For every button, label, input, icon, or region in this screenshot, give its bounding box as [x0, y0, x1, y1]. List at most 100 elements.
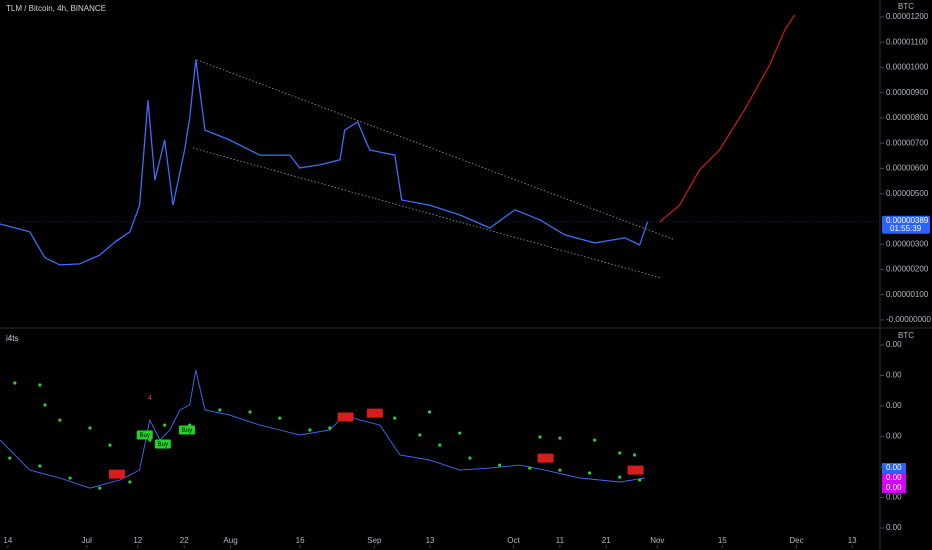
x-tick-label: Sep — [367, 536, 382, 545]
chart-title: TLM / Bitcoin, 4h, BINANCE — [6, 4, 106, 13]
last-price-label: 0.00000389 — [886, 216, 929, 225]
signal-dot — [593, 438, 597, 442]
price-line — [0, 59, 649, 266]
signal-dot — [248, 410, 252, 414]
y-tick-label: 0.00001200 — [886, 12, 929, 21]
countdown: 01:55:39 — [890, 224, 922, 233]
x-tick-label: Oct — [507, 536, 520, 545]
buy-signal — [136, 430, 153, 440]
signal-dot — [218, 408, 222, 412]
trendline — [192, 147, 662, 279]
buy-label: Buy — [158, 442, 168, 448]
y-tick-label: 0.00000600 — [886, 164, 929, 173]
buy-label: Buy — [140, 433, 150, 439]
x-tick-label: 21 — [602, 536, 611, 545]
y-tick-label: 0.00 — [886, 401, 902, 410]
y-tick-label: 0.00000500 — [886, 189, 929, 198]
signal-dot — [13, 381, 17, 385]
price-label: 0.00 — [886, 483, 902, 492]
sell-signal — [537, 453, 554, 463]
signal-dot — [393, 416, 397, 420]
signal-dot — [618, 451, 622, 455]
last-price-box — [882, 215, 930, 234]
signal-dot — [558, 436, 562, 440]
price-line — [659, 14, 796, 223]
signal-dot — [98, 486, 102, 490]
signal-dot — [68, 476, 72, 480]
x-tick-label: 14 — [3, 536, 12, 545]
signal-dot — [88, 426, 92, 430]
signal-dot — [638, 478, 642, 482]
signal-dot — [498, 463, 502, 467]
y-tick-label: 0.00000300 — [886, 239, 929, 248]
signal-dot — [278, 416, 282, 420]
x-tick-label: 16 — [296, 536, 305, 545]
signal-dot — [418, 433, 422, 437]
price-label: 0.00 — [886, 473, 902, 482]
y-tick-label: 0.00000200 — [886, 265, 929, 274]
signal-dot — [38, 383, 42, 387]
signal-dot — [308, 428, 312, 432]
buy-signal — [178, 425, 195, 435]
y-tick-label: 0.00000900 — [886, 88, 929, 97]
signal-dot — [108, 443, 112, 447]
x-tick-label: 15 — [718, 536, 727, 545]
signal-dot — [558, 468, 562, 472]
annotation: 4 — [148, 395, 152, 402]
signal-dot — [58, 418, 62, 422]
y-tick-label: 0.00 — [886, 493, 902, 502]
sell-signal — [366, 408, 383, 418]
x-tick-label: Dec — [789, 536, 803, 545]
buy-signal — [154, 439, 171, 449]
signal-dot — [43, 403, 47, 407]
trendline — [196, 59, 676, 241]
signal-dot — [128, 480, 132, 484]
y-tick-label: 0.00000700 — [886, 138, 929, 147]
y-tick-label: 0.00001000 — [886, 63, 929, 72]
price-line — [0, 369, 645, 489]
signal-dot — [468, 456, 472, 460]
x-tick-label: 12 — [133, 536, 142, 545]
x-tick-label: 13 — [848, 536, 857, 545]
y-tick-label: 0.00 — [886, 523, 902, 532]
x-tick-label: Aug — [223, 536, 237, 545]
signal-dot — [528, 466, 532, 470]
y-unit: BTC — [898, 331, 914, 340]
price-label: 0.00 — [886, 463, 902, 472]
signal-dot — [618, 475, 622, 479]
x-tick-label: 11 — [556, 536, 565, 545]
x-tick-label: Jul — [82, 536, 92, 545]
signal-dot — [458, 431, 462, 435]
x-tick-label: Nov — [650, 536, 664, 545]
sell-signal — [627, 465, 644, 475]
price-label-box — [882, 473, 906, 483]
y-tick-label: 0.00001100 — [886, 37, 928, 46]
signal-dot — [438, 443, 442, 447]
x-tick-label: 22 — [180, 536, 189, 545]
y-unit: BTC — [898, 2, 914, 11]
price-label-box — [882, 463, 906, 473]
y-tick-label: 0.00000100 — [886, 290, 929, 299]
y-tick-label: 0.00 — [886, 432, 902, 441]
buy-label: Buy — [182, 428, 192, 434]
y-tick-label: 0.00 — [886, 371, 902, 380]
signal-dot — [427, 410, 432, 414]
signal-dot — [328, 426, 332, 430]
indicator-title: i4ts — [6, 334, 18, 343]
signal-dot — [38, 464, 42, 468]
sell-signal — [108, 469, 125, 479]
y-tick-label: 0.00000800 — [886, 113, 929, 122]
signal-dot — [538, 435, 542, 439]
price-label-box — [882, 483, 906, 493]
x-tick-label: 13 — [426, 536, 435, 545]
signal-dot — [633, 453, 637, 457]
y-tick-label: -0.00000000 — [886, 315, 931, 324]
sell-signal — [337, 412, 354, 422]
signal-dot — [8, 456, 12, 460]
signal-dot — [163, 423, 167, 427]
signal-dot — [588, 471, 592, 475]
y-tick-label: 0.00 — [886, 340, 902, 349]
